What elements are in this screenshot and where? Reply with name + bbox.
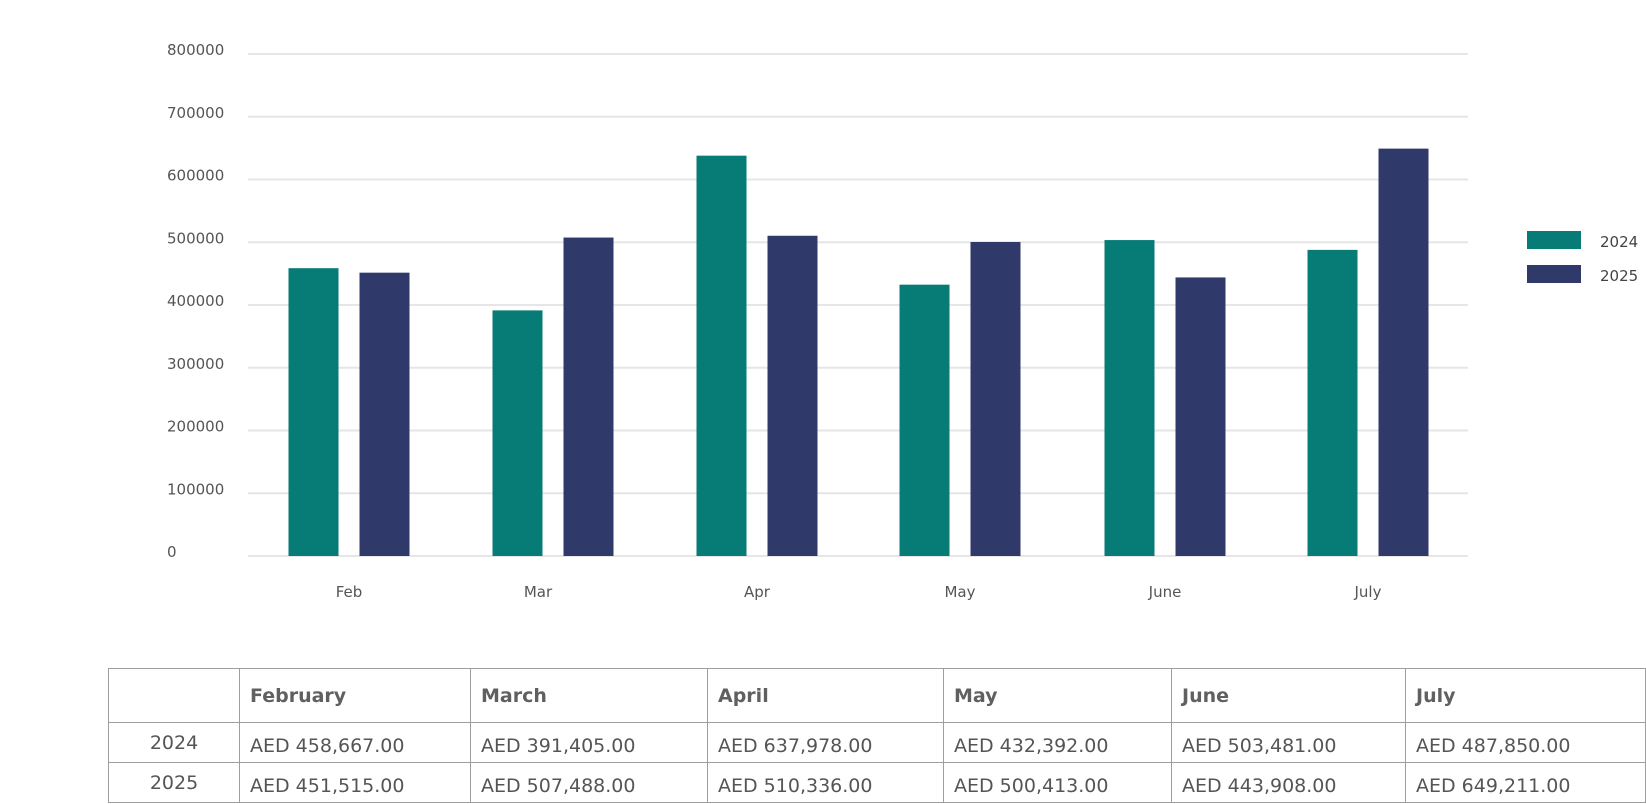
bar-2024-apr <box>696 155 747 556</box>
bar-2025-apr <box>767 235 818 556</box>
table-cell: AED 649,211.00 <box>1405 762 1646 803</box>
bar-2024-may <box>899 284 950 556</box>
y-tick-label: 200000 <box>167 418 224 436</box>
bar-2025-feb <box>359 272 410 556</box>
table-row: 2025 AED 451,515.00 AED 507,488.00 AED 5… <box>108 762 1646 803</box>
bar-2025-june <box>1175 277 1226 556</box>
bar-chart: 0 100000 200000 300000 400000 500000 600000 700… <box>167 41 1638 601</box>
table-header-cell: February <box>239 668 471 723</box>
table-row-label: 2024 <box>108 722 240 763</box>
table-cell: AED 432,392.00 <box>943 722 1172 763</box>
table-header-cell: May <box>943 668 1172 723</box>
y-tick-label: 100000 <box>167 480 224 498</box>
table-cell: AED 458,667.00 <box>239 722 471 763</box>
bar-2025-mar <box>563 237 614 557</box>
x-tick-label: July <box>1354 583 1382 601</box>
y-tick-label: 700000 <box>167 104 224 122</box>
table-cell: AED 391,405.00 <box>470 722 708 763</box>
table-header-cell: April <box>707 668 944 723</box>
legend-label: 2024 <box>1600 233 1638 251</box>
table-header-cell: June <box>1171 668 1406 723</box>
table-cell: AED 443,908.00 <box>1171 762 1406 803</box>
table-row-label: 2025 <box>108 762 240 803</box>
bar-2024-feb <box>288 268 339 556</box>
bar-2024-mar <box>492 310 543 556</box>
bar-2025-july <box>1378 148 1429 556</box>
table-header-cell: March <box>470 668 708 723</box>
table-cell: AED 510,336.00 <box>707 762 944 803</box>
table-cell: AED 637,978.00 <box>707 722 944 763</box>
data-table: February March April May June July 2024 … <box>108 668 1646 803</box>
legend-swatch <box>1527 265 1581 283</box>
bar-2024-july <box>1307 249 1358 556</box>
table-row: 2024 AED 458,667.00 AED 391,405.00 AED 6… <box>108 722 1646 763</box>
y-axis-ticks: 0 100000 200000 300000 400000 500000 600000 700… <box>167 41 224 561</box>
x-axis-ticks: Feb Mar Apr May June July <box>336 583 1382 601</box>
y-tick-label: 300000 <box>167 355 224 373</box>
y-tick-label: 600000 <box>167 167 224 185</box>
table-cell: AED 503,481.00 <box>1171 722 1406 763</box>
table-header-cell: July <box>1405 668 1646 723</box>
legend: 2024 2025 <box>1527 231 1638 285</box>
table-cell: AED 500,413.00 <box>943 762 1172 803</box>
table-cell: AED 451,515.00 <box>239 762 471 803</box>
x-tick-label: Apr <box>744 583 771 601</box>
grid-lines <box>248 53 1468 557</box>
table-header-row: February March April May June July <box>108 668 1646 723</box>
x-tick-label: Feb <box>336 583 363 601</box>
x-tick-label: May <box>944 583 975 601</box>
y-tick-label: 400000 <box>167 292 224 310</box>
y-tick-label: 500000 <box>167 229 224 247</box>
bars <box>288 148 1429 557</box>
bar-2024-june <box>1104 240 1155 556</box>
legend-swatch <box>1527 231 1581 249</box>
y-tick-label: 0 <box>167 543 177 561</box>
bar-2025-may <box>970 241 1021 556</box>
x-tick-label: June <box>1148 583 1182 601</box>
table-header-cell <box>108 668 240 723</box>
y-tick-label: 800000 <box>167 41 224 59</box>
table-cell: AED 507,488.00 <box>470 762 708 803</box>
x-tick-label: Mar <box>524 583 553 601</box>
legend-label: 2025 <box>1600 267 1638 285</box>
table-cell: AED 487,850.00 <box>1405 722 1646 763</box>
